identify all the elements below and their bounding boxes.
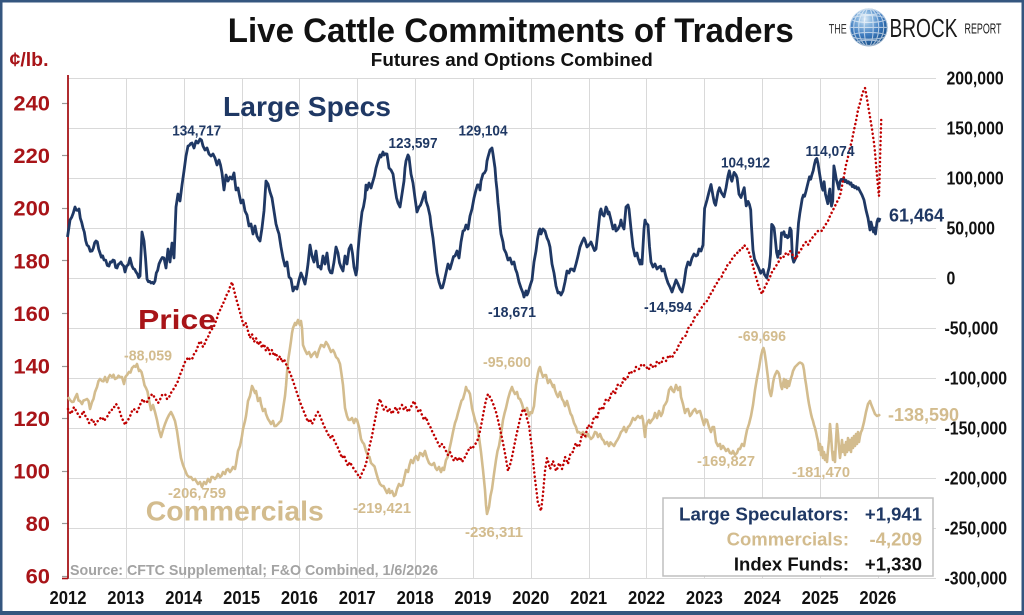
- svg-text:114,074: 114,074: [806, 143, 856, 160]
- svg-text:-206,759: -206,759: [168, 485, 226, 502]
- svg-text:2015: 2015: [223, 588, 260, 608]
- svg-text:134,717: 134,717: [172, 122, 221, 139]
- svg-text:-100,000: -100,000: [945, 368, 1008, 388]
- svg-text:-14,594: -14,594: [644, 299, 693, 316]
- svg-text:Commercials:: Commercials:: [727, 529, 849, 550]
- svg-text:Live Cattle Commitments of Tra: Live Cattle Commitments of Traders: [228, 12, 794, 50]
- svg-text:-18,671: -18,671: [488, 304, 536, 321]
- svg-text:Index Funds:: Index Funds:: [734, 554, 849, 575]
- svg-text:-138,590: -138,590: [888, 405, 959, 425]
- svg-text:-150,000: -150,000: [945, 418, 1008, 438]
- svg-text:-200,000: -200,000: [945, 468, 1008, 488]
- svg-text:140: 140: [13, 354, 50, 378]
- svg-text:-4,209: -4,209: [870, 529, 922, 550]
- svg-text:100: 100: [13, 460, 50, 484]
- svg-text:-181,470: -181,470: [792, 464, 850, 481]
- svg-text:240: 240: [13, 92, 50, 116]
- svg-text:200: 200: [13, 197, 50, 221]
- svg-text:2021: 2021: [570, 588, 607, 608]
- svg-text:-250,000: -250,000: [945, 518, 1008, 538]
- svg-text:+1,941: +1,941: [865, 504, 922, 525]
- svg-text:104,912: 104,912: [721, 155, 770, 172]
- svg-text:2026: 2026: [859, 588, 896, 608]
- svg-text:Large Speculators:: Large Speculators:: [679, 504, 849, 525]
- svg-text:2012: 2012: [50, 588, 87, 608]
- svg-text:2018: 2018: [397, 588, 434, 608]
- svg-text:THE: THE: [829, 21, 847, 36]
- svg-text:220: 220: [13, 144, 50, 168]
- svg-text:60: 60: [26, 565, 50, 589]
- svg-text:Price: Price: [138, 304, 216, 335]
- svg-text:50,000: 50,000: [947, 218, 995, 238]
- svg-text:2023: 2023: [686, 588, 723, 608]
- svg-text:¢/lb.: ¢/lb.: [9, 49, 48, 71]
- svg-text:2016: 2016: [281, 588, 318, 608]
- svg-text:Futures and Options Combined: Futures and Options Combined: [371, 50, 653, 70]
- svg-text:2017: 2017: [339, 588, 376, 608]
- svg-text:80: 80: [26, 512, 50, 536]
- svg-text:2013: 2013: [107, 588, 144, 608]
- svg-text:2022: 2022: [628, 588, 665, 608]
- svg-text:-169,827: -169,827: [697, 453, 755, 470]
- svg-text:+1,330: +1,330: [865, 554, 922, 575]
- svg-text:123,597: 123,597: [389, 135, 438, 152]
- svg-text:Commercials: Commercials: [146, 496, 324, 527]
- svg-text:Source: CFTC Supplemental; F&O: Source: CFTC Supplemental; F&O Combined,…: [70, 562, 438, 579]
- svg-text:-300,000: -300,000: [945, 568, 1008, 588]
- svg-text:0: 0: [947, 268, 956, 288]
- svg-text:BROCK: BROCK: [890, 13, 958, 43]
- svg-text:-236,311: -236,311: [465, 524, 523, 541]
- svg-text:2014: 2014: [165, 588, 202, 608]
- svg-text:180: 180: [13, 249, 50, 273]
- svg-text:200,000: 200,000: [947, 68, 1004, 88]
- svg-text:120: 120: [13, 407, 50, 431]
- svg-text:61,464: 61,464: [889, 206, 944, 226]
- svg-text:-219,421: -219,421: [353, 500, 411, 517]
- svg-text:-69,696: -69,696: [738, 328, 786, 345]
- svg-text:129,104: 129,104: [459, 123, 509, 140]
- svg-text:2025: 2025: [802, 588, 839, 608]
- svg-text:2024: 2024: [744, 588, 781, 608]
- svg-text:150,000: 150,000: [947, 118, 1004, 138]
- svg-text:-50,000: -50,000: [945, 318, 999, 338]
- svg-text:100,000: 100,000: [947, 168, 1004, 188]
- svg-text:2020: 2020: [512, 588, 549, 608]
- svg-text:2019: 2019: [454, 588, 491, 608]
- svg-text:-88,059: -88,059: [124, 348, 172, 365]
- svg-text:-95,600: -95,600: [483, 354, 531, 371]
- svg-text:REPORT: REPORT: [965, 20, 1002, 37]
- svg-text:Large Specs: Large Specs: [223, 91, 391, 122]
- svg-text:160: 160: [13, 302, 50, 326]
